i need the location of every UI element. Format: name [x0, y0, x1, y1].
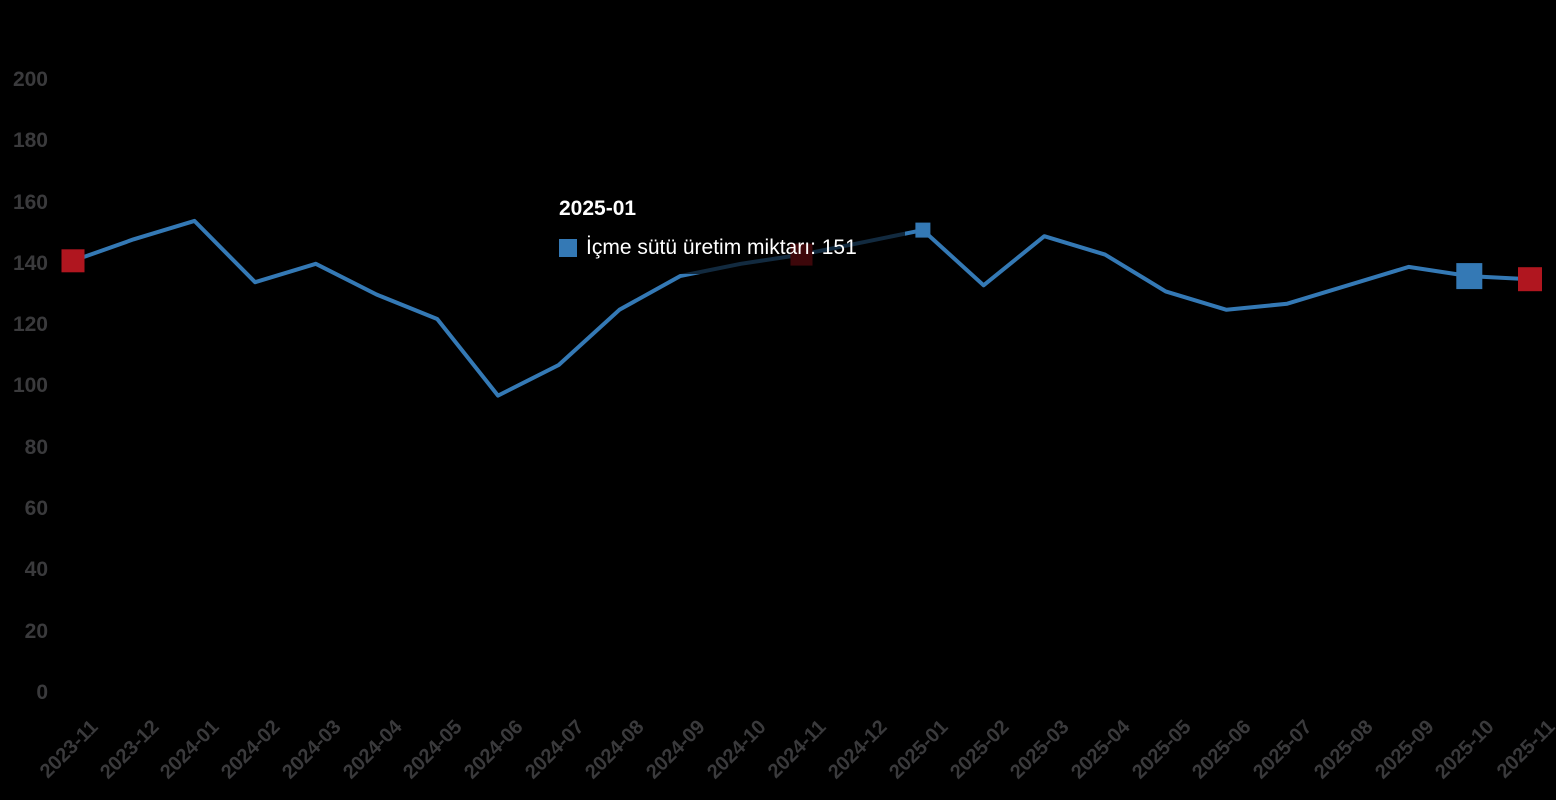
y-axis-tick-label: 20 [24, 619, 48, 643]
y-axis-tick-label: 140 [12, 251, 48, 275]
y-axis-tick-label: 80 [24, 435, 48, 459]
y-axis-tick-label: 0 [36, 681, 48, 704]
y-axis-tick-label: 200 [12, 67, 48, 91]
tooltip-separator: : [810, 236, 822, 259]
y-axis-tick-label: 40 [24, 558, 48, 582]
tooltip-text: İçme sütü üretim miktarı: 151 [586, 236, 857, 260]
y-axis-tick-label: 180 [12, 129, 48, 153]
y-axis-tick-label: 100 [12, 374, 48, 398]
y-axis-tick-label: 160 [12, 190, 48, 214]
series-swatch-icon [559, 239, 577, 257]
tooltip-row: İçme sütü üretim miktarı: 151 [559, 236, 889, 260]
data-point-marker-2025-01[interactable] [915, 222, 931, 238]
tooltip-series-label: İçme sütü üretim miktarı [586, 236, 811, 259]
data-point-marker-2023-11[interactable] [61, 249, 85, 273]
tooltip-title: 2025-01 [559, 197, 637, 220]
y-axis-tick-label: 60 [24, 497, 48, 521]
data-point-marker-2025-11[interactable] [1518, 267, 1542, 292]
data-point-marker-2025-10[interactable] [1456, 263, 1483, 290]
tooltip: 2025-01 İçme sütü üretim miktarı: 151 [545, 186, 905, 274]
tooltip-value: 151 [821, 236, 857, 259]
y-axis-tick-label: 120 [12, 313, 48, 337]
